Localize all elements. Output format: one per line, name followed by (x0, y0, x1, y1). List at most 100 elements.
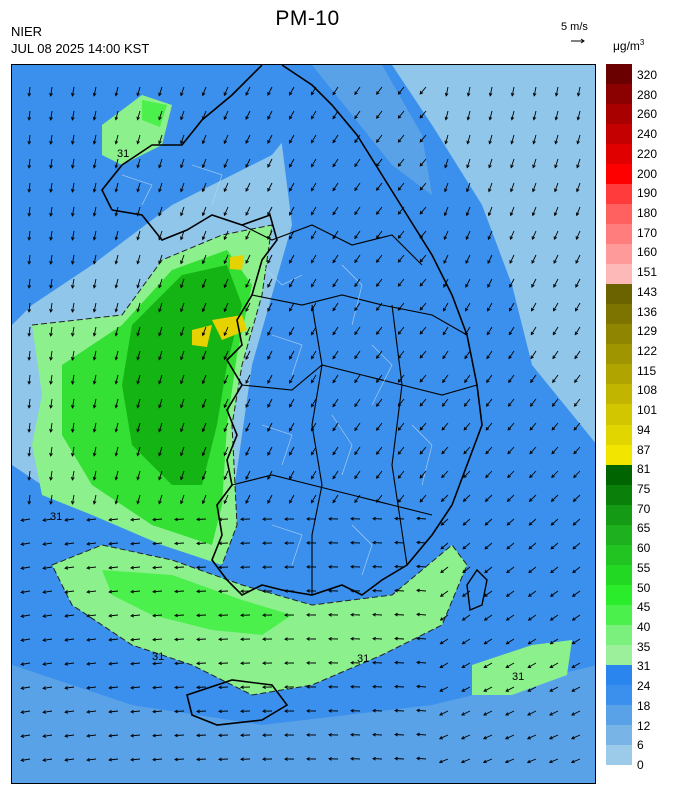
wind-arrow-head-icon (442, 379, 446, 384)
wind-arrow-head-icon (376, 499, 380, 503)
wind-arrow-icon (115, 326, 119, 336)
wind-arrow-icon (71, 446, 75, 456)
wind-arrow-head-icon (108, 541, 112, 546)
wind-arrow-icon (311, 230, 317, 239)
wind-arrow-icon (311, 446, 317, 455)
wind-arrow-head-icon (201, 404, 206, 409)
wind-arrow-icon (419, 374, 427, 383)
wind-arrow-head-icon (549, 593, 554, 597)
wind-arrow-icon (551, 446, 559, 455)
unit-exponent: 3 (639, 38, 645, 47)
wind-arrow-head-icon (289, 187, 293, 192)
wind-arrow-head-icon (350, 516, 354, 521)
wind-arrow-head-icon (462, 522, 467, 526)
wind-arrow-head-icon (306, 541, 310, 545)
legend-swatch (606, 384, 632, 405)
wind-arrow-icon (553, 254, 559, 264)
wind-arrow-head-icon (92, 500, 97, 505)
wind-arrow-head-icon (42, 614, 47, 618)
wind-arrow-head-icon (394, 612, 398, 617)
wind-arrow-icon (93, 374, 97, 384)
wind-arrow-icon (115, 494, 119, 504)
wind-arrow-icon (196, 638, 207, 640)
wind-arrow-icon (174, 518, 185, 521)
wind-arrow-icon (223, 230, 229, 240)
wind-arrow-head-icon (245, 92, 249, 96)
wind-arrow-head-icon (289, 403, 293, 408)
coastline-mainland (111, 65, 483, 596)
wind-arrow-head-icon (354, 355, 358, 360)
wind-arrow-head-icon (245, 452, 249, 456)
wind-arrow-icon (394, 758, 405, 760)
wind-arrow-icon (376, 446, 383, 455)
wind-arrow-icon (439, 758, 449, 763)
wind-arrow-head-icon (158, 260, 162, 265)
wind-arrow-head-icon (532, 188, 536, 193)
wind-arrow-head-icon (504, 759, 509, 764)
wind-arrow-icon (115, 470, 119, 480)
wind-arrow-icon (71, 470, 75, 480)
wind-arrow-head-icon (136, 452, 140, 457)
wind-arrow-head-icon (461, 712, 465, 716)
wind-arrow-head-icon (416, 612, 420, 617)
wind-arrow-head-icon (438, 736, 443, 740)
legend-swatch (606, 644, 632, 666)
wind-arrow-head-icon (86, 710, 91, 714)
wind-arrow-icon (394, 710, 405, 712)
wind-arrow-head-icon (136, 500, 140, 505)
wind-arrow-head-icon (70, 284, 75, 289)
wind-arrow-icon (332, 134, 339, 143)
wind-arrow-icon (245, 470, 251, 480)
wind-arrow-icon (115, 254, 119, 264)
wind-arrow-head-icon (461, 617, 466, 621)
legend-swatch (606, 64, 632, 85)
south-green-core (102, 570, 292, 635)
wind-arrow-icon (439, 662, 449, 668)
wind-arrow-icon (531, 278, 537, 288)
wind-arrow-icon (115, 110, 119, 120)
wind-arrow-head-icon (574, 331, 579, 336)
mid-blue-zone-south (12, 665, 595, 783)
wind-arrow-icon (87, 614, 97, 617)
wind-arrow-icon (530, 374, 537, 383)
wind-arrow-head-icon (552, 379, 556, 384)
wind-arrow-head-icon (332, 211, 337, 216)
wind-arrow-icon (65, 662, 75, 665)
wind-arrow-icon (289, 494, 295, 504)
wind-arrow-head-icon (419, 138, 424, 143)
wind-arrow-head-icon (114, 500, 119, 505)
wind-arrow-icon (180, 86, 185, 96)
wind-arrow-head-icon (332, 235, 337, 240)
wind-arrow-icon (398, 374, 405, 383)
contour-label-2: 31 (152, 651, 164, 663)
wind-arrow-head-icon (485, 474, 489, 479)
wind-arrow-head-icon (506, 522, 511, 526)
wind-arrow-icon (137, 206, 141, 216)
wind-arrow-icon (180, 326, 185, 336)
wind-arrow-head-icon (310, 139, 315, 144)
wind-arrow-head-icon (328, 685, 332, 689)
wind-arrow-icon (93, 446, 97, 456)
wind-arrow-head-icon (92, 452, 97, 457)
pm10-map[interactable]: 31 31 31 31 31 (11, 64, 596, 784)
wind-arrow-head-icon (443, 212, 448, 217)
wind-arrow-head-icon (201, 212, 206, 217)
wind-arrow-icon (440, 590, 449, 597)
wind-arrow-icon (529, 446, 537, 455)
wind-arrow-icon (65, 638, 75, 641)
wind-arrow-icon (576, 206, 581, 216)
wind-arrow-head-icon (130, 709, 134, 714)
wind-arrow-icon (465, 278, 471, 288)
wind-arrow-icon (311, 158, 317, 167)
wind-arrow-icon (440, 566, 449, 573)
wind-arrow-head-icon (108, 685, 112, 690)
wind-arrow-head-icon (508, 331, 513, 336)
wind-arrow-head-icon (328, 661, 332, 665)
east-green-patch (472, 640, 572, 695)
wind-arrow-head-icon (394, 732, 398, 737)
wind-arrow-icon (354, 422, 361, 431)
wind-arrow-icon (50, 278, 53, 288)
wind-arrow-icon (28, 86, 31, 96)
wind-arrow-head-icon (262, 637, 266, 641)
wind-arrow-head-icon (553, 212, 558, 217)
